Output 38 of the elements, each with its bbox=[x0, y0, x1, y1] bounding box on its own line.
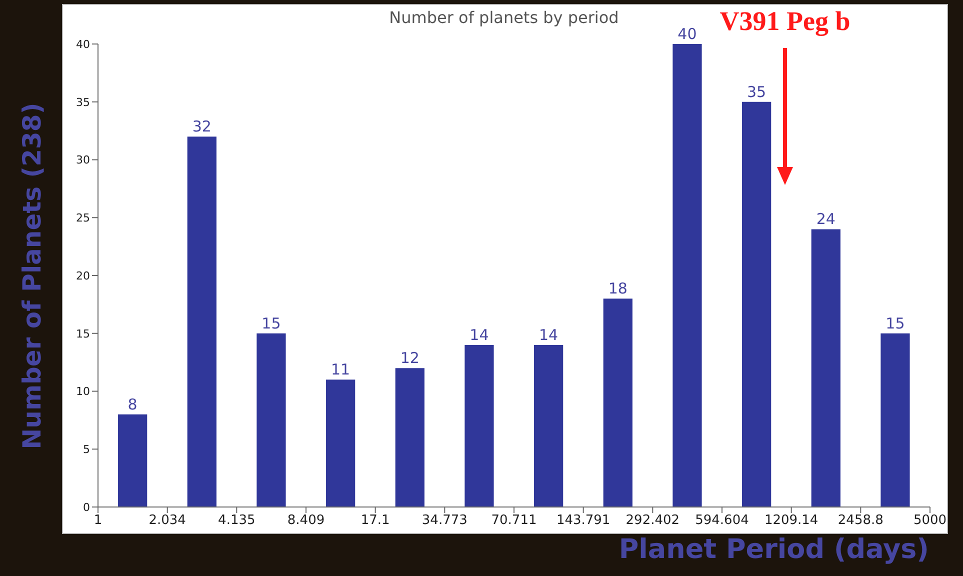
x-tick-label: 2458.8 bbox=[838, 513, 884, 528]
data-label: 15 bbox=[886, 314, 905, 332]
data-label: 24 bbox=[816, 210, 836, 228]
chart-title: Number of planets by period bbox=[389, 8, 619, 27]
y-tick-label: 0 bbox=[83, 500, 90, 514]
data-label: 15 bbox=[262, 314, 281, 332]
data-label: 32 bbox=[192, 118, 212, 136]
x-tick-label: 8.409 bbox=[287, 513, 325, 528]
data-label: 14 bbox=[470, 326, 489, 344]
x-tick-label: 2.034 bbox=[148, 513, 186, 528]
text: V391 Peg b bbox=[720, 6, 850, 37]
x-tick-label: 34.773 bbox=[422, 513, 468, 528]
x-tick-label: 143.791 bbox=[556, 513, 610, 528]
y-tick-label: 25 bbox=[76, 212, 90, 225]
x-tick-label: 70.711 bbox=[491, 513, 537, 528]
x-tick-label: 1 bbox=[94, 513, 102, 528]
y-tick-label: 30 bbox=[76, 154, 90, 167]
x-axis-title: Planet Period (days) bbox=[618, 534, 929, 565]
x-tick-label: 292.402 bbox=[626, 513, 680, 528]
x-tick-label: 4.135 bbox=[218, 513, 256, 528]
data-label: 8 bbox=[128, 395, 138, 414]
y-tick-label: 10 bbox=[76, 385, 90, 398]
data-label: 18 bbox=[608, 280, 628, 298]
y-tick-label: 35 bbox=[76, 96, 90, 109]
x-tick-label: 594.604 bbox=[695, 513, 749, 528]
data-label: 11 bbox=[331, 360, 350, 379]
x-tick-label: 1209.14 bbox=[764, 513, 818, 528]
y-tick-label: 15 bbox=[76, 327, 90, 340]
data-label: 12 bbox=[400, 349, 420, 368]
x-tick-label: 17.1 bbox=[360, 513, 390, 528]
x-tick-label: 5000 bbox=[913, 513, 947, 528]
y-tick-label: 5 bbox=[83, 443, 90, 456]
data-label: 14 bbox=[539, 326, 558, 344]
y-axis-title: Number of Planets (238) bbox=[18, 102, 46, 450]
data-label: 40 bbox=[678, 25, 697, 43]
y-tick-label: 20 bbox=[76, 269, 90, 282]
y-tick-label: 40 bbox=[76, 38, 90, 51]
data-label: 35 bbox=[747, 82, 766, 101]
